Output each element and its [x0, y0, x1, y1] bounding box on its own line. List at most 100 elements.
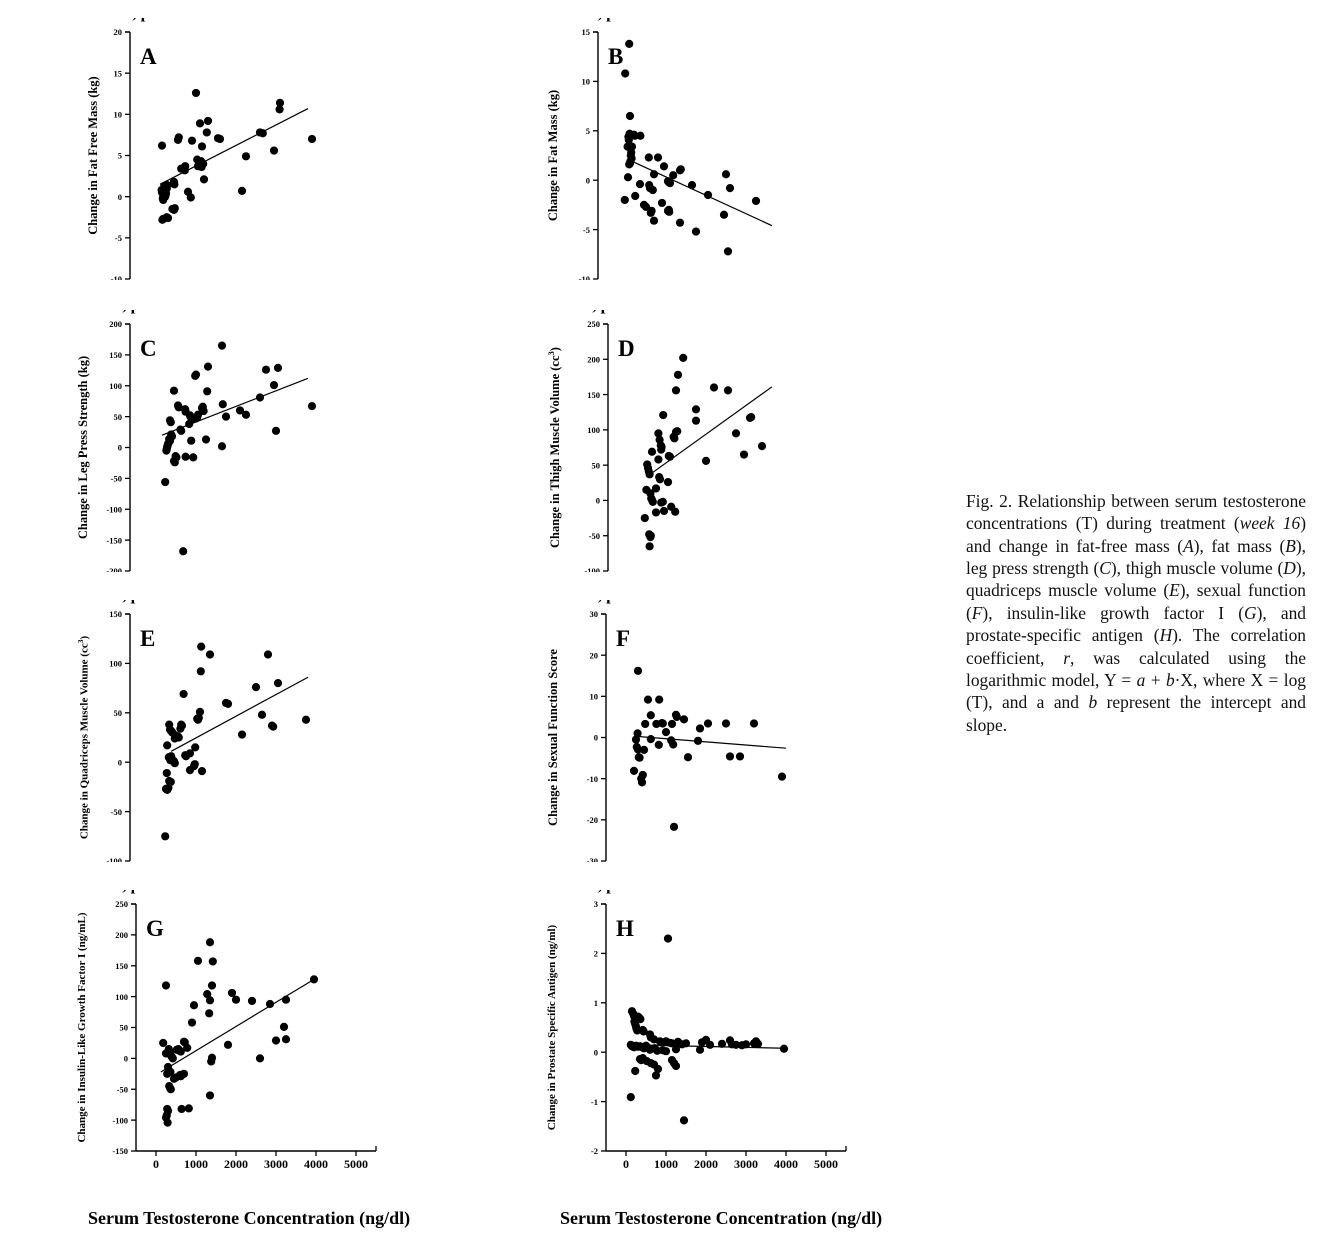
y-tick-label: 0 [118, 443, 122, 453]
data-point [169, 386, 179, 395]
y-tick-label: 1 [594, 998, 598, 1008]
data-point [654, 455, 663, 464]
data-point [205, 996, 215, 1005]
data-point [621, 69, 630, 78]
data-point [646, 533, 655, 542]
data-point [195, 119, 205, 128]
data-point [683, 753, 693, 762]
correlation-annotation: R= -0.04, p = 0.829 [538, 600, 670, 604]
data-point [639, 1027, 648, 1036]
y-tick-label: 0 [124, 1054, 128, 1064]
data-point [624, 135, 633, 144]
y-tick-label: 0 [118, 757, 122, 767]
data-point [205, 1091, 215, 1100]
data-point [194, 713, 203, 722]
y-axis-title: Change in Insulin-Like Growth Factor I (… [76, 912, 88, 1143]
data-point [189, 1001, 199, 1010]
data-point [623, 173, 633, 182]
caption-emphasis: D [1283, 558, 1296, 579]
data-point [271, 1036, 281, 1045]
data-point [747, 413, 756, 422]
data-point [174, 403, 183, 412]
data-point [191, 743, 200, 752]
scatter-points [161, 341, 317, 556]
y-axis-title: Change in Fat Free Mass (kg) [86, 76, 100, 235]
data-point [181, 452, 190, 461]
data-point [207, 981, 217, 990]
data-point [721, 170, 731, 179]
x-tick-label: 3000 [734, 1157, 758, 1171]
data-point [203, 990, 212, 999]
x-tick-label: 3000 [264, 1157, 288, 1171]
data-point [162, 768, 171, 778]
data-point [170, 458, 179, 467]
data-point [741, 1040, 751, 1049]
data-point [626, 1093, 635, 1102]
data-point [665, 179, 675, 188]
data-point [687, 181, 697, 190]
data-point [721, 719, 731, 728]
data-point [237, 730, 247, 739]
y-axis-title: Change in Sexual Function Score [546, 649, 560, 826]
panel-c: -200 -150 -100 -50 0 50 100 150 200 C R= 0.48, p =… [68, 310, 378, 572]
data-point [263, 650, 273, 659]
data-point [703, 719, 713, 728]
data-point [648, 185, 657, 195]
data-point [625, 39, 634, 48]
data-point [218, 400, 227, 409]
y-tick-label: 5 [586, 126, 590, 136]
data-point [269, 146, 279, 155]
data-point [658, 497, 667, 506]
data-point [197, 642, 206, 651]
data-point [739, 450, 749, 459]
correlation-annotation: R= -0.07, p = 0.6144 [538, 890, 678, 894]
data-point [208, 957, 217, 966]
y-tick-label: 150 [109, 350, 122, 360]
panel-g: -150 -100 -50 0 50 100 150 200 250 0 1000 2000 3000 4… [68, 890, 398, 1190]
data-point [170, 759, 179, 768]
caption-emphasis: C [1099, 558, 1111, 579]
data-point [669, 432, 678, 442]
panel-letter: C [140, 336, 157, 361]
y-tick-label: -10 [579, 274, 590, 280]
data-point [672, 712, 681, 722]
data-point [185, 419, 194, 429]
data-point [640, 513, 649, 523]
caption-emphasis: week 16 [1239, 513, 1301, 534]
data-point [691, 405, 701, 414]
y-tick-label: -5 [115, 233, 122, 243]
y-tick-label: 50 [120, 1023, 129, 1033]
x-tick-label: 5000 [344, 1157, 368, 1171]
data-point [669, 171, 678, 180]
scatter-points [157, 88, 317, 224]
data-point [675, 218, 685, 227]
data-point [201, 435, 211, 444]
data-point [679, 715, 689, 724]
data-point [275, 98, 285, 107]
data-point [179, 547, 188, 556]
correlation-annotation: R= 0.61, p < 0.0001 [68, 890, 203, 894]
data-point [663, 477, 673, 487]
panel-letter: D [618, 336, 635, 361]
data-point [166, 1085, 175, 1094]
data-point [255, 393, 265, 402]
data-point [703, 190, 713, 200]
data-point [258, 129, 267, 138]
y-tick-label: 100 [109, 659, 122, 669]
y-tick-label: -100 [106, 504, 122, 514]
data-point [202, 128, 211, 137]
data-point [221, 412, 231, 421]
caption-emphasis: F [971, 602, 983, 623]
data-point [777, 772, 787, 781]
y-tick-label: 200 [115, 930, 128, 940]
correlation-annotation: R= 0.66, p < 0.0001 [538, 310, 673, 314]
y-tick-label: 150 [115, 961, 128, 971]
data-point [723, 386, 733, 395]
data-point [648, 497, 657, 506]
data-point [649, 170, 659, 179]
y-tick-label: 100 [115, 992, 128, 1002]
data-point [653, 153, 663, 162]
scatter-points [620, 39, 761, 256]
data-point [719, 210, 729, 219]
data-point [673, 370, 683, 379]
